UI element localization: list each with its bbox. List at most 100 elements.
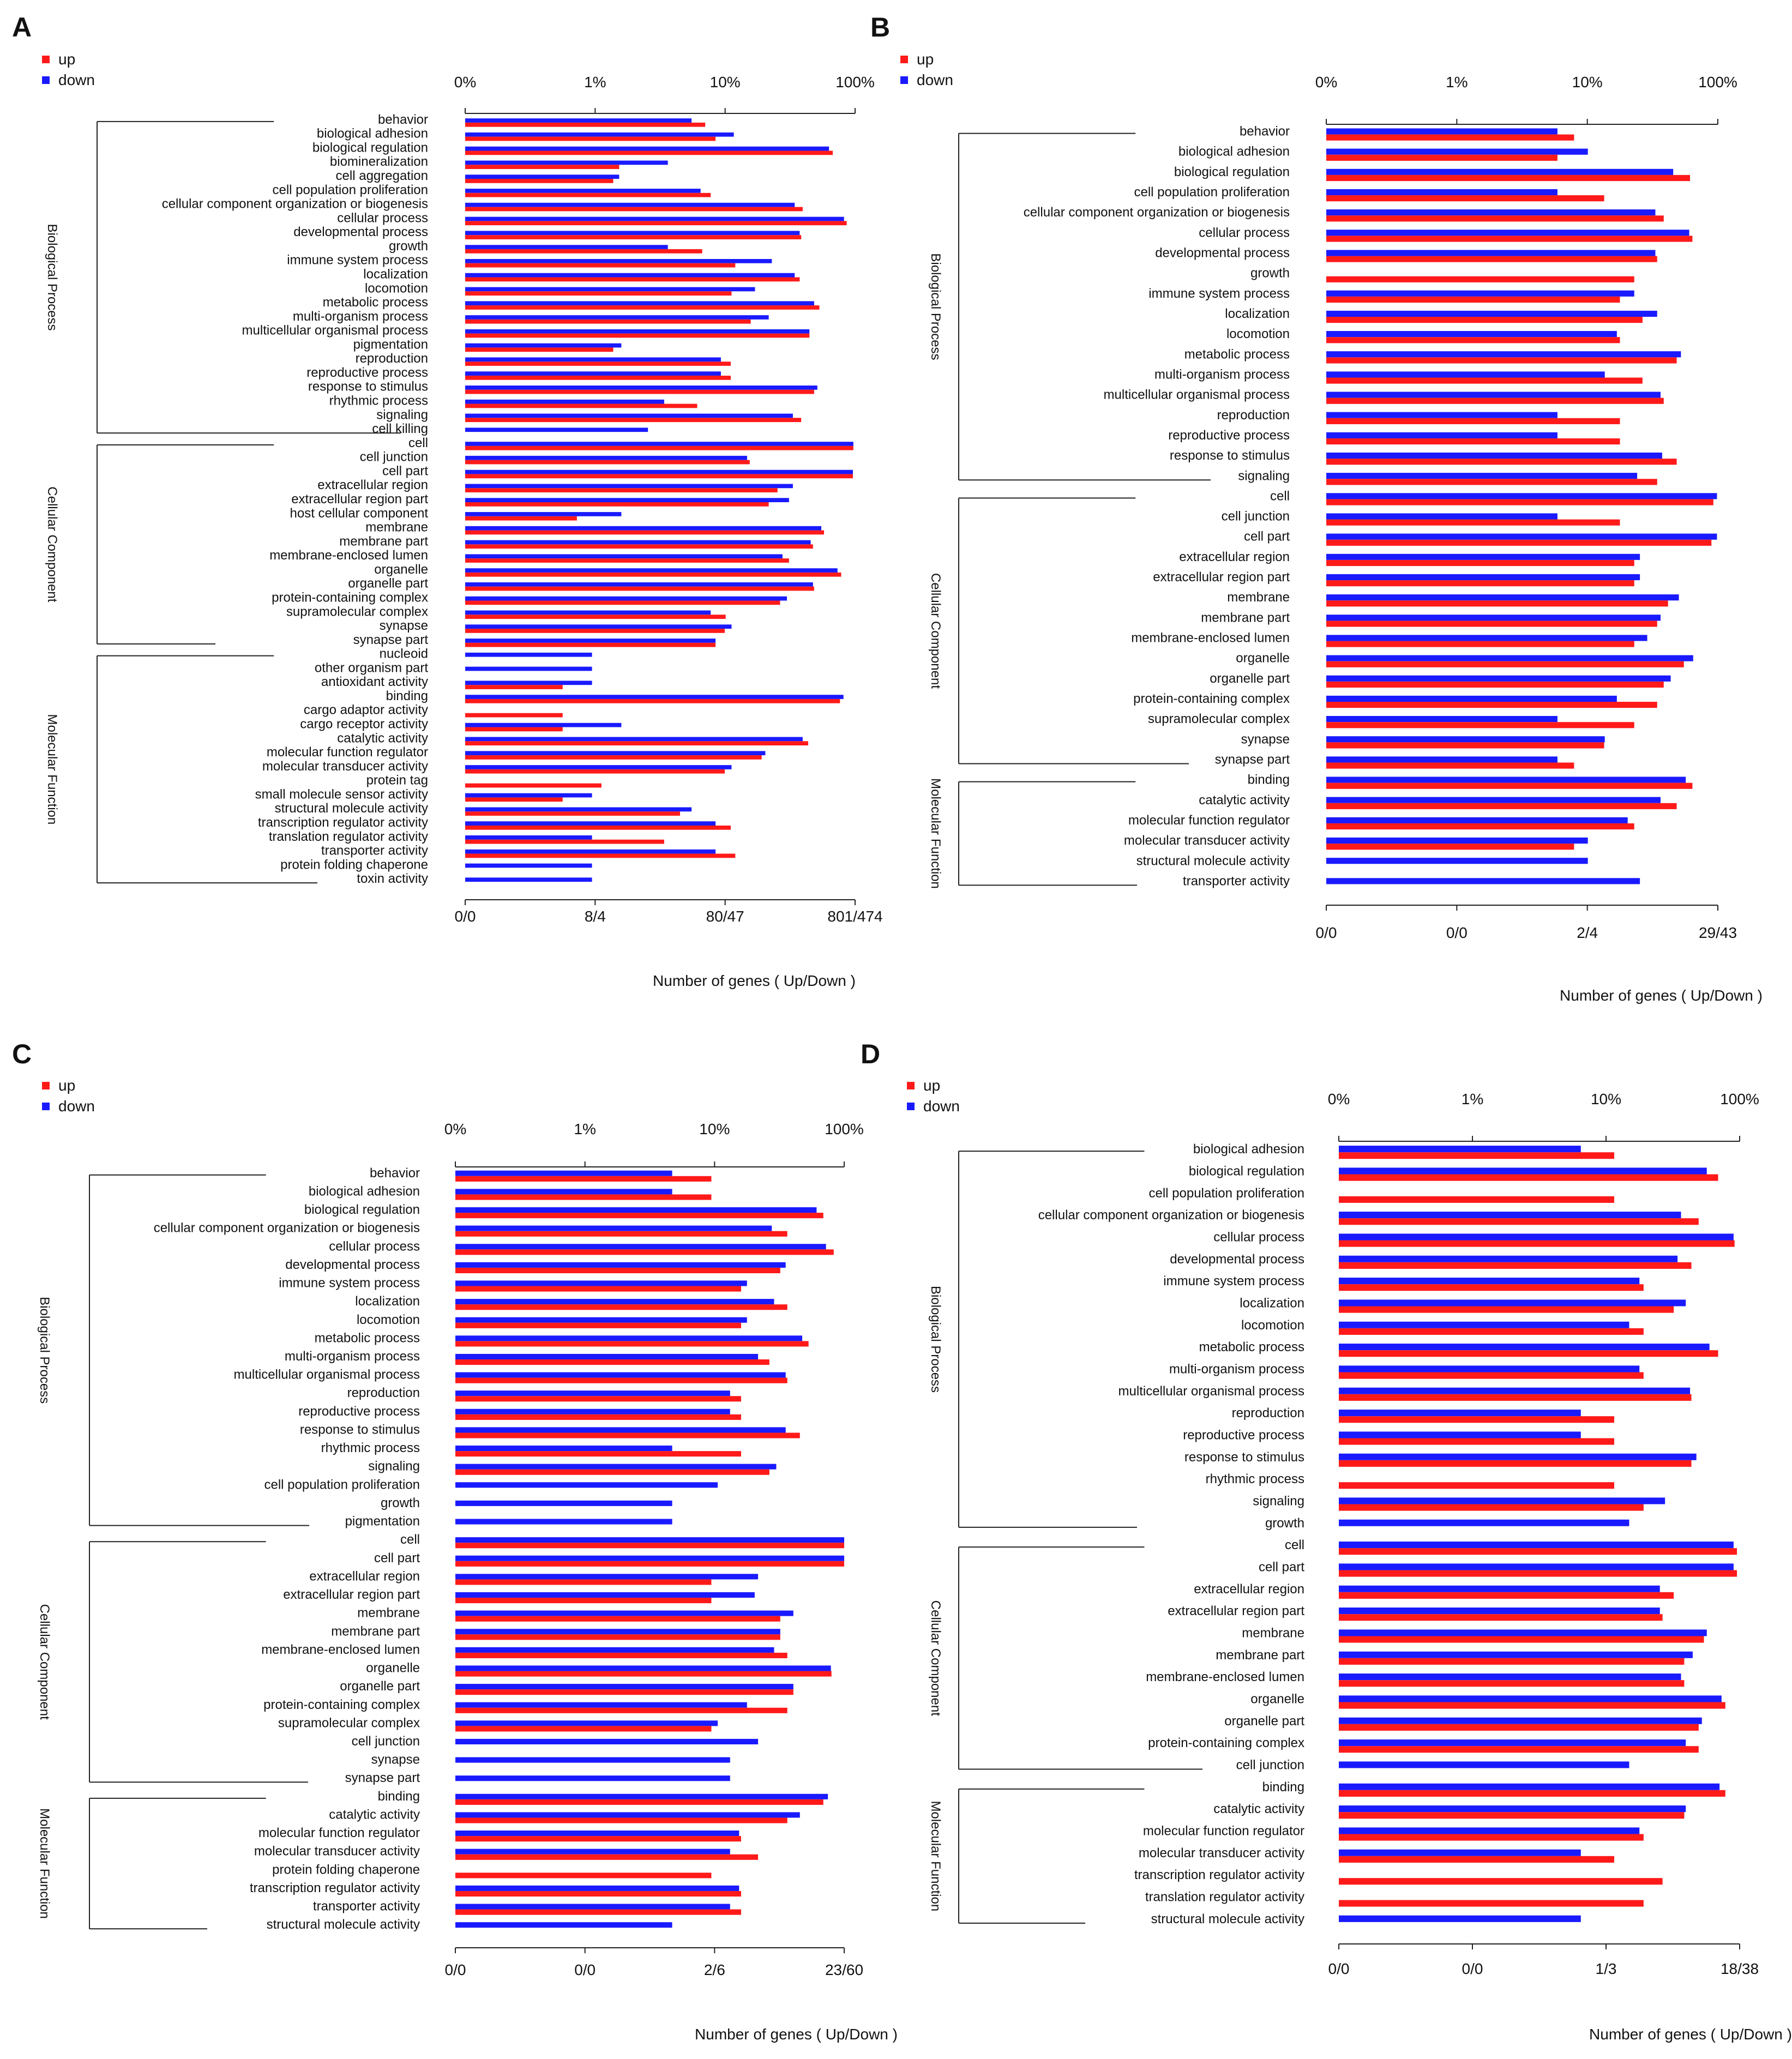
bar-down[interactable] xyxy=(465,666,592,671)
bar-up[interactable] xyxy=(1339,1702,1725,1709)
bar-down[interactable] xyxy=(465,371,721,376)
bar-down[interactable] xyxy=(465,160,668,165)
bar-down[interactable] xyxy=(465,498,789,502)
bar-up[interactable] xyxy=(1326,317,1643,323)
bar-up[interactable] xyxy=(1339,1196,1614,1203)
bar-up[interactable] xyxy=(455,1543,844,1549)
bar-down[interactable] xyxy=(455,1555,844,1561)
bar-down[interactable] xyxy=(465,681,592,685)
bar-down[interactable] xyxy=(455,1702,747,1708)
bar-down[interactable] xyxy=(465,132,734,137)
bar-up[interactable] xyxy=(455,1671,832,1677)
bar-down[interactable] xyxy=(1326,412,1558,418)
bar-up[interactable] xyxy=(455,1799,823,1805)
bar-down[interactable] xyxy=(465,189,701,193)
bar-up[interactable] xyxy=(455,1359,769,1365)
bar-up[interactable] xyxy=(1339,1592,1674,1599)
bar-up[interactable] xyxy=(1339,1284,1644,1291)
bar-down[interactable] xyxy=(465,146,829,151)
bar-down[interactable] xyxy=(455,1537,844,1543)
bar-down[interactable] xyxy=(1326,817,1628,823)
bar-up[interactable] xyxy=(1339,1504,1644,1511)
bar-up[interactable] xyxy=(465,122,706,127)
bar-down[interactable] xyxy=(1326,574,1640,581)
bar-up[interactable] xyxy=(465,389,814,394)
bar-down[interactable] xyxy=(1339,1255,1678,1262)
bar-up[interactable] xyxy=(455,1873,712,1879)
bar-up[interactable] xyxy=(1339,1900,1644,1907)
bar-down[interactable] xyxy=(465,301,814,306)
bar-down[interactable] xyxy=(1326,331,1617,338)
bar-down[interactable] xyxy=(1339,1321,1629,1328)
bar-down[interactable] xyxy=(1339,1761,1629,1768)
bar-up[interactable] xyxy=(1339,1570,1737,1577)
bar-up[interactable] xyxy=(465,544,813,549)
bar-up[interactable] xyxy=(455,1396,741,1402)
bar-up[interactable] xyxy=(1326,479,1657,485)
bar-down[interactable] xyxy=(1326,878,1640,884)
bar-up[interactable] xyxy=(455,1267,780,1273)
bar-down[interactable] xyxy=(455,1574,759,1580)
bar-down[interactable] xyxy=(1339,1849,1581,1856)
bar-down[interactable] xyxy=(455,1849,730,1855)
bar-up[interactable] xyxy=(455,1377,787,1383)
bar-down[interactable] xyxy=(465,765,732,769)
bar-up[interactable] xyxy=(1339,1460,1692,1467)
bar-up[interactable] xyxy=(1326,337,1620,344)
bar-down[interactable] xyxy=(455,1831,739,1837)
bar-up[interactable] xyxy=(1339,1482,1614,1489)
bar-up[interactable] xyxy=(1326,803,1677,809)
bar-up[interactable] xyxy=(465,375,731,380)
bar-down[interactable] xyxy=(465,258,772,263)
bar-up[interactable] xyxy=(465,474,853,479)
bar-down[interactable] xyxy=(455,1189,672,1195)
bar-up[interactable] xyxy=(465,783,602,788)
bar-down[interactable] xyxy=(455,1793,828,1799)
bar-up[interactable] xyxy=(455,1891,741,1897)
bar-up[interactable] xyxy=(1339,1790,1725,1797)
bar-down[interactable] xyxy=(1326,290,1634,297)
bar-up[interactable] xyxy=(465,249,702,254)
bar-up[interactable] xyxy=(465,811,680,816)
bar-down[interactable] xyxy=(455,1592,755,1598)
bar-down[interactable] xyxy=(465,568,838,573)
bar-down[interactable] xyxy=(1339,1717,1702,1724)
bar-up[interactable] xyxy=(1326,357,1677,364)
bar-up[interactable] xyxy=(465,179,614,183)
bar-down[interactable] xyxy=(1339,1344,1710,1351)
bar-down[interactable] xyxy=(465,343,622,348)
bar-down[interactable] xyxy=(1326,594,1679,601)
bar-down[interactable] xyxy=(455,1684,793,1690)
bar-down[interactable] xyxy=(465,231,800,236)
bar-down[interactable] xyxy=(455,1812,800,1818)
bar-up[interactable] xyxy=(465,277,800,282)
bar-down[interactable] xyxy=(465,315,769,320)
bar-down[interactable] xyxy=(455,1225,772,1231)
bar-up[interactable] xyxy=(465,404,697,408)
bar-up[interactable] xyxy=(465,207,803,212)
bar-down[interactable] xyxy=(465,329,810,334)
bar-up[interactable] xyxy=(1326,580,1634,587)
bar-down[interactable] xyxy=(1339,1519,1629,1526)
bar-down[interactable] xyxy=(1326,675,1671,682)
bar-down[interactable] xyxy=(465,174,620,179)
bar-up[interactable] xyxy=(455,1707,787,1713)
bar-up[interactable] xyxy=(465,572,841,577)
bar-up[interactable] xyxy=(1339,1372,1644,1379)
bar-down[interactable] xyxy=(455,1500,672,1506)
bar-up[interactable] xyxy=(455,1414,741,1420)
bar-up[interactable] xyxy=(455,1634,780,1640)
bar-up[interactable] xyxy=(465,319,751,324)
bar-up[interactable] xyxy=(455,1909,741,1915)
bar-down[interactable] xyxy=(455,1446,672,1452)
bar-up[interactable] xyxy=(1339,1174,1718,1181)
bar-up[interactable] xyxy=(1326,742,1604,749)
bar-up[interactable] xyxy=(1339,1812,1685,1819)
bar-up[interactable] xyxy=(1326,438,1620,445)
bar-down[interactable] xyxy=(465,737,803,742)
bar-up[interactable] xyxy=(455,1304,787,1310)
bar-up[interactable] xyxy=(1326,661,1684,667)
bar-up[interactable] xyxy=(465,839,664,844)
bar-up[interactable] xyxy=(1326,174,1691,182)
bar-up[interactable] xyxy=(1339,1306,1674,1313)
